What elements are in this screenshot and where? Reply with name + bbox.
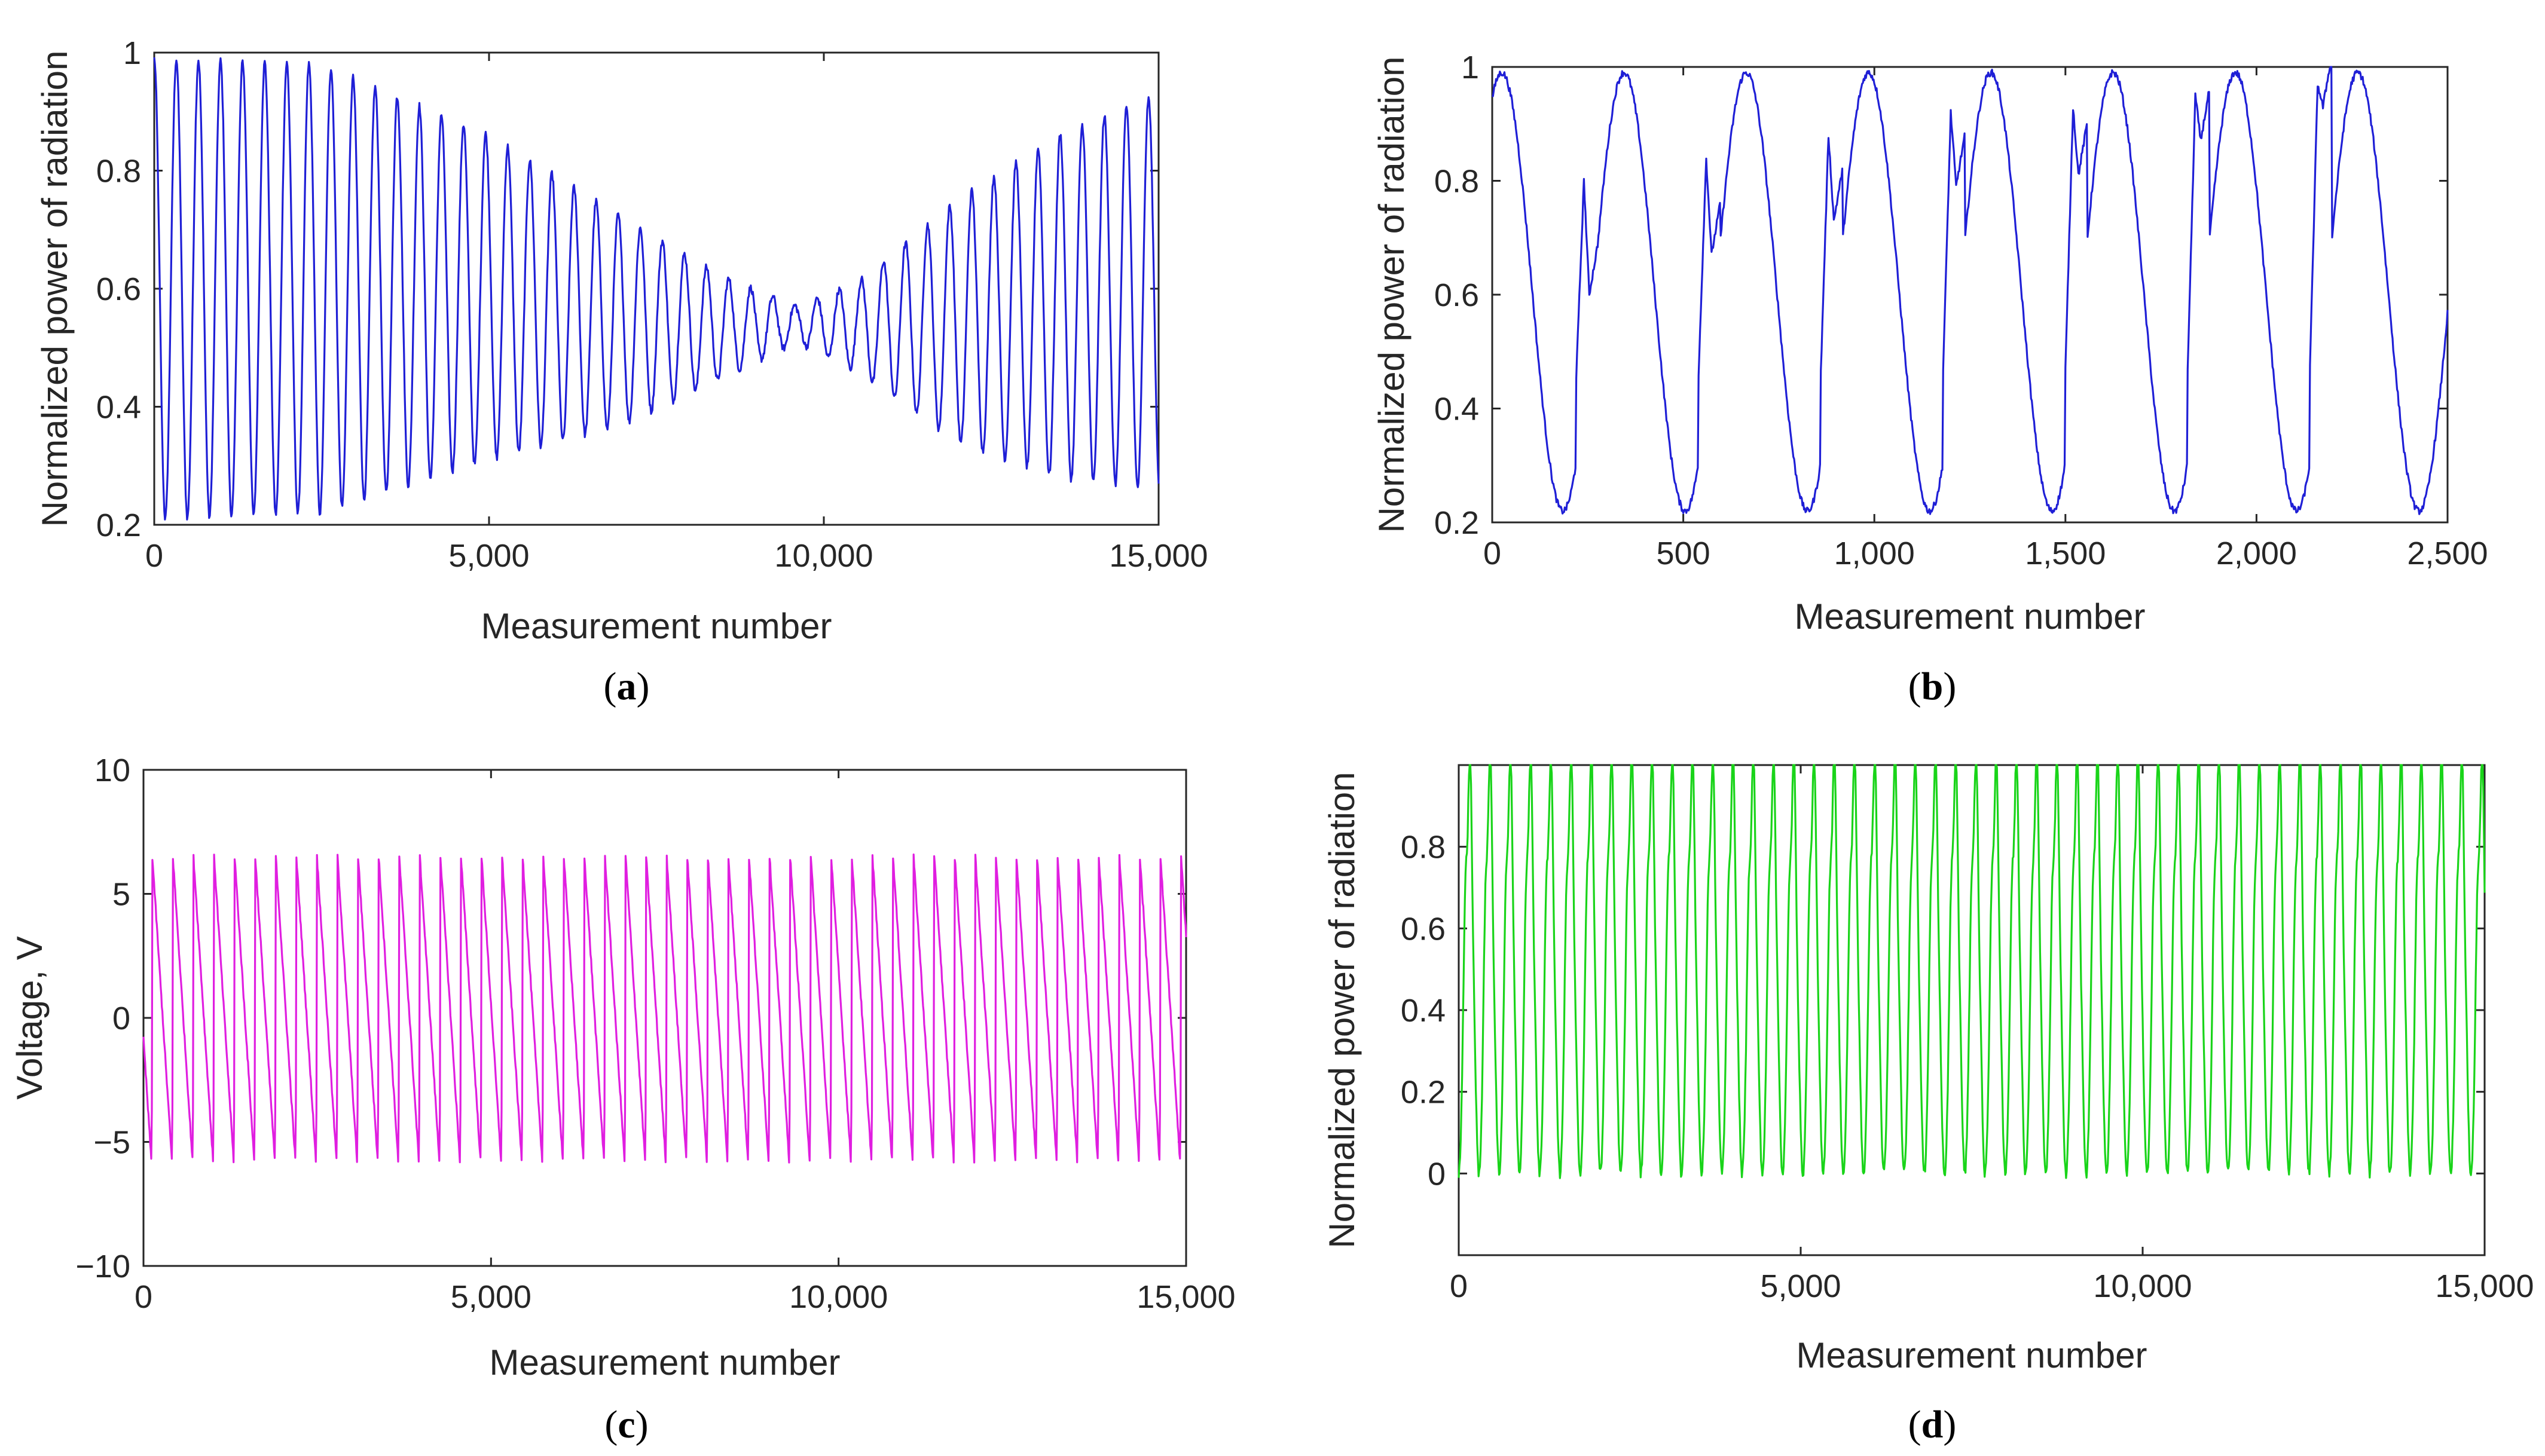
panel-a: 0 5,000 10,000 15,000 0.2 0.4 0.6 0.8 1 Measurem… <box>35 35 1208 708</box>
x-tick-label: 10,000 <box>2093 1268 2192 1304</box>
x-axis-label: Measurement number <box>490 1342 841 1382</box>
panel-caption: (c) <box>604 1403 648 1446</box>
y-tick-label: 1 <box>123 35 141 71</box>
x-tick-label: 10,000 <box>789 1279 888 1315</box>
y-tick-label: 0.2 <box>96 507 141 543</box>
y-tick-label: −5 <box>93 1125 130 1161</box>
y-axis-label: Voltage, V <box>10 936 50 1100</box>
y-tick-label: 0.4 <box>96 390 141 426</box>
x-tick-label: 0 <box>1483 536 1501 571</box>
plot-frame <box>1491 66 2449 524</box>
y-tick-label: 0.8 <box>1401 830 1446 865</box>
y-tick-label: 0.8 <box>1434 164 1479 200</box>
axis-ticks: 0 500 1,000 1,500 2,000 2,500 0.2 0.4 0.6 0.8 1 <box>1434 50 2488 571</box>
caption-letter: c <box>618 1403 635 1446</box>
x-tick-label: 2,000 <box>2216 536 2297 571</box>
y-tick-label: 0.8 <box>96 154 141 189</box>
data-line <box>1458 764 2486 1179</box>
x-tick-label: 15,000 <box>1109 538 1208 574</box>
y-tick-label: 0.6 <box>96 271 141 307</box>
x-axis-label: Measurement number <box>481 606 832 646</box>
y-tick-label: 0 <box>112 1001 130 1036</box>
y-tick-label: 0.2 <box>1434 505 1479 541</box>
x-tick-label: 0 <box>1450 1268 1468 1304</box>
x-tick-label: 500 <box>1657 536 1710 571</box>
caption-letter: a <box>617 665 637 708</box>
x-tick-label: 5,000 <box>448 538 529 574</box>
y-axis-label: Normalized power of radiation <box>1371 56 1411 533</box>
caption-letter: d <box>1921 1403 1944 1446</box>
y-axis-label: Normalized power of radiation <box>35 50 75 527</box>
y-tick-label: 0.6 <box>1434 277 1479 313</box>
x-axis-label: Measurement number <box>1795 597 2146 637</box>
x-tick-label: 5,000 <box>1760 1268 1841 1304</box>
y-tick-label: 5 <box>112 877 130 913</box>
x-tick-label: 0 <box>145 538 163 574</box>
axis-ticks: 0 5,000 10,000 15,000 0.2 0.4 0.6 0.8 1 <box>96 35 1208 574</box>
data-line <box>1492 66 2449 515</box>
y-tick-label: 10 <box>94 753 130 788</box>
y-tick-label: 0.4 <box>1434 391 1479 427</box>
x-tick-label: 5,000 <box>451 1279 531 1315</box>
y-tick-label: 0.2 <box>1401 1075 1446 1111</box>
axis-ticks: 0 5,000 10,000 15,000 −10 −5 0 5 10 <box>75 753 1235 1315</box>
axis-ticks: 0 5,000 10,000 15,000 0 0.2 0.4 0.6 0.8 <box>1401 765 2534 1304</box>
y-tick-label: 0 <box>1428 1156 1446 1192</box>
y-axis-label: Normalized power of radiation <box>1322 772 1362 1248</box>
x-tick-label: 1,500 <box>2025 536 2106 571</box>
panel-caption: (b) <box>1908 665 1957 708</box>
panel-d: 0 5,000 10,000 15,000 0 0.2 0.4 0.6 0.8 Measurem… <box>1322 764 2534 1446</box>
y-tick-label: 0.4 <box>1401 993 1446 1029</box>
data-line <box>153 57 1160 521</box>
y-tick-label: −10 <box>75 1249 130 1284</box>
data-line <box>142 853 1187 1164</box>
x-tick-label: 1,000 <box>1834 536 1915 571</box>
x-tick-label: 0 <box>135 1279 152 1315</box>
y-tick-label: 0.6 <box>1401 911 1446 947</box>
x-tick-label: 15,000 <box>2435 1268 2534 1304</box>
x-tick-label: 10,000 <box>774 538 873 574</box>
plot-frame <box>153 51 1160 526</box>
panel-b: 0 500 1,000 1,500 2,000 2,500 0.2 0.4 0.6 0.8 1 Me… <box>1371 50 2488 708</box>
caption-letter: b <box>1921 665 1944 708</box>
panel-c: 0 5,000 10,000 15,000 −10 −5 0 5 10 Measurement … <box>10 753 1236 1446</box>
plot-frame <box>142 769 1187 1267</box>
x-axis-label: Measurement number <box>1797 1335 2147 1375</box>
y-tick-label: 1 <box>1461 50 1479 85</box>
panel-caption: (a) <box>604 665 650 708</box>
x-tick-label: 2,500 <box>2407 536 2488 571</box>
panel-caption: (d) <box>1908 1403 1957 1446</box>
x-tick-label: 15,000 <box>1136 1279 1235 1315</box>
